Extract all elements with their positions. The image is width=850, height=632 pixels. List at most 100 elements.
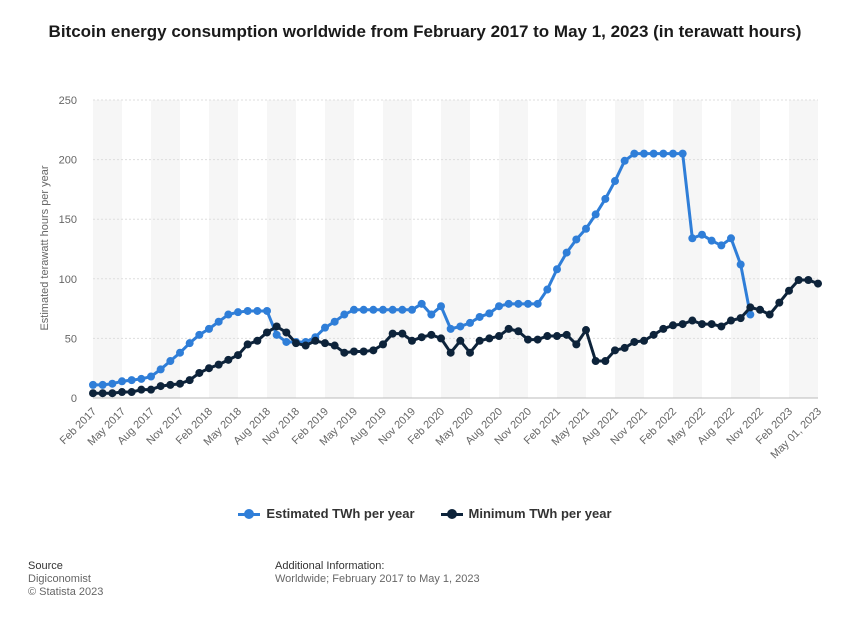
point-estimated[interactable] [736, 260, 745, 269]
point-minimum[interactable] [640, 336, 648, 345]
point-minimum[interactable] [137, 385, 146, 394]
point-estimated[interactable] [253, 306, 262, 315]
point-minimum[interactable] [379, 340, 387, 349]
point-estimated[interactable] [495, 302, 503, 311]
point-estimated[interactable] [224, 310, 233, 319]
point-estimated[interactable] [446, 324, 455, 333]
point-minimum[interactable] [553, 332, 561, 341]
point-estimated[interactable] [514, 299, 523, 308]
point-minimum[interactable] [562, 330, 571, 339]
point-estimated[interactable] [611, 177, 619, 186]
point-minimum[interactable] [456, 336, 465, 345]
point-estimated[interactable] [359, 305, 368, 314]
point-minimum[interactable] [340, 348, 349, 357]
point-estimated[interactable] [640, 149, 648, 158]
point-estimated[interactable] [698, 230, 706, 239]
point-estimated[interactable] [89, 380, 97, 389]
point-estimated[interactable] [727, 234, 735, 243]
point-estimated[interactable] [485, 309, 494, 318]
point-minimum[interactable] [814, 279, 822, 288]
point-estimated[interactable] [398, 305, 407, 314]
point-minimum[interactable] [475, 336, 484, 345]
point-minimum[interactable] [214, 360, 223, 369]
point-minimum[interactable] [388, 329, 397, 338]
point-estimated[interactable] [118, 377, 126, 386]
point-estimated[interactable] [137, 374, 146, 383]
point-minimum[interactable] [311, 336, 320, 345]
point-estimated[interactable] [205, 324, 213, 333]
copyright[interactable]: © Statista 2023 [28, 586, 104, 598]
point-estimated[interactable] [437, 302, 445, 311]
point-estimated[interactable] [553, 265, 561, 274]
point-minimum[interactable] [330, 341, 339, 350]
point-minimum[interactable] [717, 322, 726, 331]
point-minimum[interactable] [350, 347, 358, 356]
point-minimum[interactable] [205, 364, 213, 373]
point-estimated[interactable] [156, 365, 165, 374]
point-estimated[interactable] [504, 299, 513, 308]
point-estimated[interactable] [263, 306, 271, 315]
point-minimum[interactable] [176, 379, 184, 388]
point-estimated[interactable] [108, 379, 117, 388]
point-minimum[interactable] [446, 348, 455, 357]
point-estimated[interactable] [185, 339, 194, 348]
point-estimated[interactable] [234, 308, 242, 317]
point-minimum[interactable] [785, 286, 793, 295]
point-estimated[interactable] [591, 210, 600, 219]
point-minimum[interactable] [649, 330, 658, 339]
point-minimum[interactable] [156, 382, 165, 391]
point-minimum[interactable] [591, 357, 600, 366]
point-estimated[interactable] [272, 330, 281, 339]
point-minimum[interactable] [727, 316, 735, 325]
point-estimated[interactable] [601, 194, 610, 203]
point-minimum[interactable] [98, 389, 107, 398]
point-minimum[interactable] [485, 334, 494, 343]
point-minimum[interactable] [243, 340, 252, 349]
point-estimated[interactable] [195, 330, 204, 339]
point-minimum[interactable] [118, 388, 126, 397]
point-estimated[interactable] [427, 310, 436, 319]
point-estimated[interactable] [214, 317, 223, 326]
point-minimum[interactable] [698, 320, 706, 329]
point-minimum[interactable] [282, 328, 291, 337]
point-minimum[interactable] [272, 322, 281, 331]
point-minimum[interactable] [408, 336, 416, 345]
point-estimated[interactable] [243, 306, 252, 315]
point-estimated[interactable] [98, 380, 107, 389]
point-minimum[interactable] [736, 314, 745, 323]
point-minimum[interactable] [620, 343, 629, 352]
point-estimated[interactable] [417, 299, 426, 308]
point-estimated[interactable] [321, 323, 329, 332]
point-minimum[interactable] [707, 320, 716, 329]
point-estimated[interactable] [408, 305, 416, 314]
point-minimum[interactable] [495, 332, 503, 341]
point-estimated[interactable] [388, 305, 397, 314]
point-minimum[interactable] [611, 346, 619, 355]
point-minimum[interactable] [224, 355, 233, 364]
point-estimated[interactable] [659, 149, 668, 158]
point-minimum[interactable] [659, 324, 668, 333]
point-minimum[interactable] [147, 385, 155, 394]
point-estimated[interactable] [572, 235, 581, 244]
point-minimum[interactable] [263, 328, 271, 337]
point-minimum[interactable] [746, 303, 755, 312]
point-minimum[interactable] [398, 329, 407, 338]
point-estimated[interactable] [340, 310, 349, 319]
point-estimated[interactable] [630, 149, 639, 158]
point-estimated[interactable] [620, 156, 629, 165]
point-estimated[interactable] [582, 224, 590, 233]
point-estimated[interactable] [379, 305, 387, 314]
point-minimum[interactable] [765, 310, 774, 319]
point-minimum[interactable] [533, 335, 542, 344]
point-estimated[interactable] [166, 357, 175, 366]
point-estimated[interactable] [475, 312, 484, 321]
point-minimum[interactable] [292, 339, 300, 348]
point-estimated[interactable] [746, 310, 755, 319]
point-minimum[interactable] [804, 275, 813, 284]
point-estimated[interactable] [456, 322, 465, 331]
point-minimum[interactable] [601, 357, 610, 366]
point-estimated[interactable] [688, 234, 697, 243]
point-minimum[interactable] [466, 348, 474, 357]
point-minimum[interactable] [678, 320, 687, 329]
point-estimated[interactable] [282, 337, 291, 346]
